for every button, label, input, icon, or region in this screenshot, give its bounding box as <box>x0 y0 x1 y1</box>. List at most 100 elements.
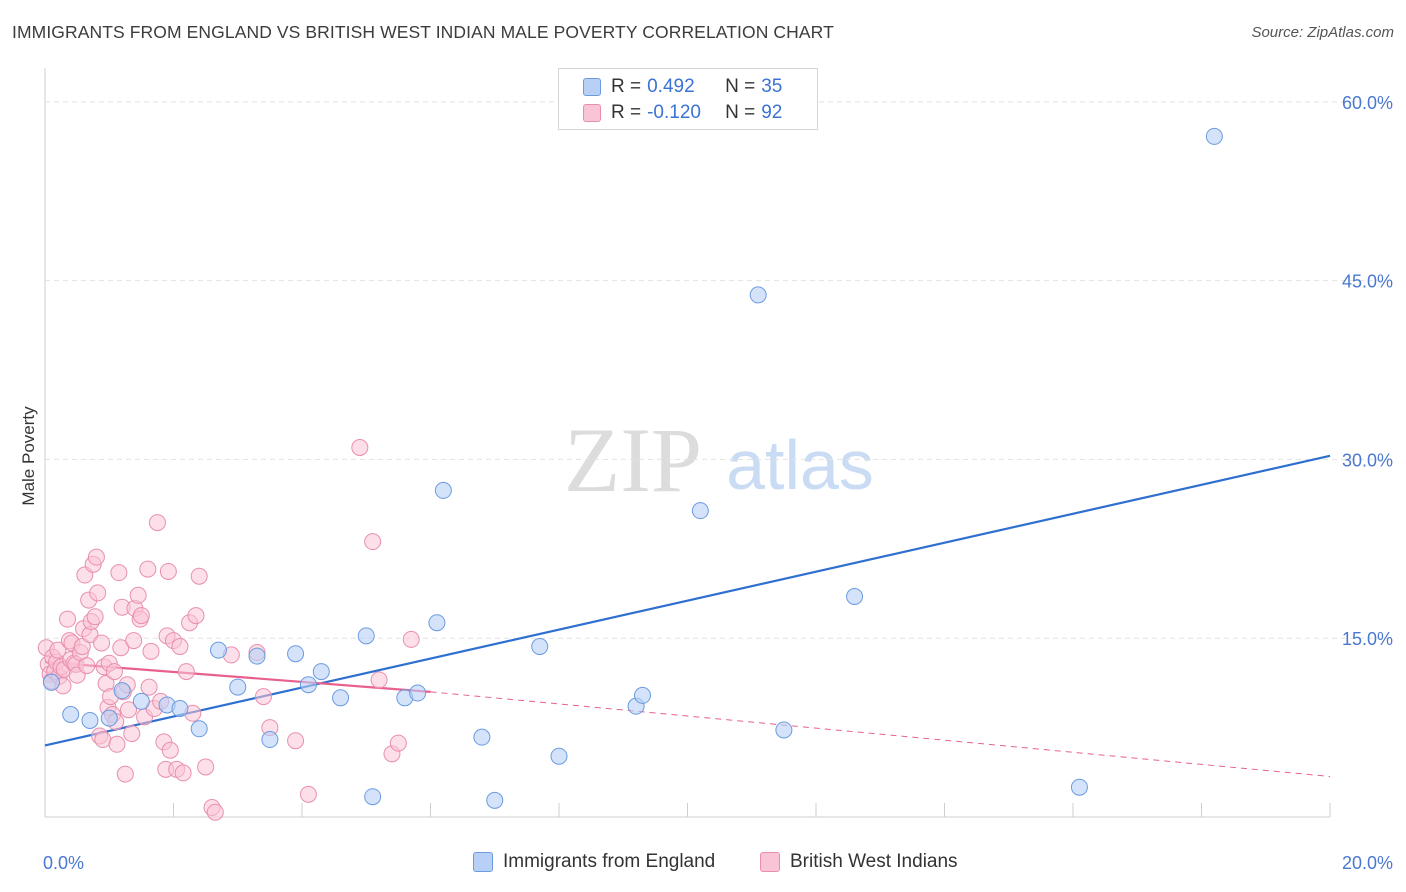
r-value: -0.120 <box>647 102 701 123</box>
england-point <box>113 682 131 700</box>
bwi-point <box>93 634 111 652</box>
n-value: 92 <box>761 102 783 123</box>
tick-labels: 15.0% 30.0% 45.0% 60.0% 0.0% 20.0% <box>43 93 1393 873</box>
england-point <box>209 641 227 659</box>
chart-title: IMMIGRANTS FROM ENGLAND VS BRITISH WEST … <box>12 22 834 42</box>
england-point <box>261 731 279 749</box>
england-point <box>81 711 99 729</box>
bwi-point <box>351 439 369 456</box>
england-point <box>1205 127 1223 145</box>
bwi-point <box>148 514 166 532</box>
bwi-point <box>116 765 134 783</box>
bwi-point <box>370 671 388 689</box>
bwi-swatch <box>583 104 601 122</box>
england-point <box>299 676 317 694</box>
chart-legend: Immigrants from England British West Ind… <box>0 851 1406 877</box>
y-tick-label: 15.0% <box>1342 629 1393 649</box>
england-point <box>409 684 427 702</box>
gridlines <box>45 101 1395 639</box>
bwi-point <box>159 562 177 580</box>
bwi-point <box>120 701 138 719</box>
england-point <box>287 645 305 663</box>
bwi-point <box>389 734 407 752</box>
legend-item-bwi[interactable]: British West Indians <box>760 851 958 873</box>
bwi-point <box>206 803 224 821</box>
bwi-point <box>129 586 147 604</box>
england-point <box>62 705 80 723</box>
bwi-point <box>171 638 189 656</box>
england-point <box>428 614 446 632</box>
england-point <box>775 721 793 739</box>
bwi-point <box>49 641 67 659</box>
england-point <box>357 627 375 645</box>
bwi-point <box>254 688 272 706</box>
stats-legend-box: R = 0.492 N = 35 R = -0.120 N = 92 <box>558 68 818 130</box>
england-point <box>312 663 330 681</box>
bwi-point <box>86 608 104 626</box>
england-point <box>531 638 549 656</box>
bwi-point <box>87 548 105 566</box>
legend-label: Immigrants from England <box>503 851 716 872</box>
watermark-atlas: atlas <box>726 426 874 504</box>
stats-row-bwi: R = -0.120 N = 92 <box>583 100 782 126</box>
england-point <box>550 747 568 765</box>
england-point <box>486 791 504 809</box>
bwi-trend-line <box>430 691 1331 777</box>
legend-item-england[interactable]: Immigrants from England <box>473 851 715 873</box>
x-tick-label: 20.0% <box>1342 853 1393 873</box>
source-credit: Source: ZipAtlas.com <box>1251 24 1394 41</box>
england-point <box>364 788 382 806</box>
england-point <box>248 647 266 665</box>
england-point <box>100 709 118 727</box>
bwi-point <box>78 657 96 675</box>
bwi-point <box>73 638 91 656</box>
r-value: 0.492 <box>647 76 695 97</box>
bwi-point <box>139 560 157 578</box>
england-point <box>42 673 60 691</box>
bwi-point <box>197 758 215 776</box>
r-label: R = <box>611 76 642 97</box>
england-point <box>332 689 350 707</box>
watermark-zip: ZIP <box>564 409 702 511</box>
england-swatch <box>473 852 493 872</box>
y-tick-label: 30.0% <box>1342 450 1393 470</box>
legend-label: British West Indians <box>790 851 958 872</box>
y-tick-label: 60.0% <box>1342 93 1393 113</box>
england-point <box>190 720 208 738</box>
n-value: 35 <box>761 76 783 97</box>
england-point <box>229 678 247 696</box>
england-point <box>132 692 150 710</box>
y-axis-label: Male Poverty <box>19 406 38 506</box>
england-point <box>691 502 709 520</box>
axes <box>44 68 1331 818</box>
bwi-point <box>364 533 382 551</box>
n-label: N = <box>725 76 756 97</box>
bwi-point <box>190 567 208 585</box>
england-swatch <box>583 78 601 96</box>
y-tick-label: 45.0% <box>1342 272 1393 292</box>
england-point <box>749 286 767 304</box>
bwi-point <box>142 642 160 660</box>
bwi-point <box>110 564 128 582</box>
bwi-swatch <box>760 852 780 872</box>
bwi-point <box>112 639 130 657</box>
data-points <box>37 127 1223 821</box>
bwi-point <box>177 663 195 681</box>
england-point <box>1070 778 1088 796</box>
bwi-point <box>402 630 420 648</box>
bwi-point <box>105 663 123 681</box>
bwi-point <box>140 678 158 696</box>
bwi-point <box>125 632 143 650</box>
bwi-point <box>89 584 107 602</box>
bwi-point <box>174 764 192 782</box>
bwi-point <box>161 741 179 759</box>
bwi-point <box>123 725 141 743</box>
bwi-point <box>299 785 317 803</box>
england-point <box>434 481 452 499</box>
stats-row-england: R = 0.492 N = 35 <box>583 74 782 100</box>
england-point <box>634 686 652 704</box>
england-point <box>473 728 491 746</box>
r-label: R = <box>611 102 642 123</box>
bwi-point <box>132 607 150 625</box>
